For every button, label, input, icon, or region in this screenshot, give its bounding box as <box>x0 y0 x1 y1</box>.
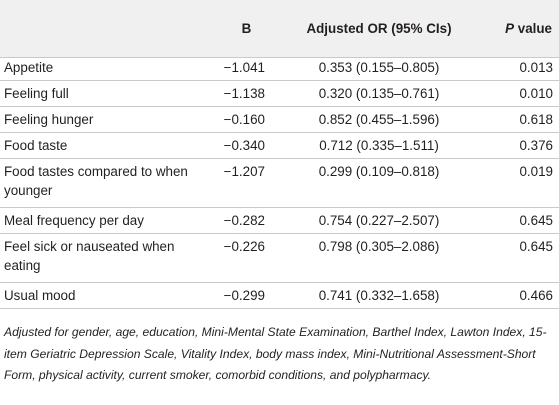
row-or: 0.798 (0.305–2.086) <box>283 233 475 283</box>
row-or: 0.320 (0.135–0.761) <box>283 80 475 107</box>
header-variable <box>0 0 200 58</box>
header-b: B <box>200 0 283 58</box>
header-p-value: P value <box>475 0 559 58</box>
row-b: −0.299 <box>200 282 283 309</box>
table-body: Appetite −1.041 0.353 (0.155–0.805) 0.01… <box>0 57 559 309</box>
table-row: Meal frequency per day −0.282 0.754 (0.2… <box>0 207 559 234</box>
row-p: 0.645 <box>475 207 559 234</box>
row-b: −0.160 <box>200 106 283 133</box>
header-p-rest: value <box>514 21 552 36</box>
row-or: 0.741 (0.332–1.658) <box>283 282 475 309</box>
row-p: 0.466 <box>475 282 559 309</box>
row-b: −1.041 <box>200 57 283 81</box>
row-p: 0.645 <box>475 233 559 283</box>
row-or: 0.353 (0.155–0.805) <box>283 57 475 81</box>
row-or: 0.852 (0.455–1.596) <box>283 106 475 133</box>
table-row: Appetite −1.041 0.353 (0.155–0.805) 0.01… <box>0 57 559 81</box>
row-or: 0.712 (0.335–1.511) <box>283 132 475 159</box>
row-b: −0.340 <box>200 132 283 159</box>
row-b: −0.282 <box>200 207 283 234</box>
row-p: 0.376 <box>475 132 559 159</box>
row-variable: Feeling hunger <box>0 106 200 133</box>
table-row: Usual mood −0.299 0.741 (0.332–1.658) 0.… <box>0 282 559 309</box>
row-variable: Feeling full <box>0 80 200 107</box>
row-b: −0.226 <box>200 233 283 283</box>
table-row: Food tastes compared to when younger −1.… <box>0 158 559 208</box>
table-row: Feeling full −1.138 0.320 (0.135–0.761) … <box>0 80 559 107</box>
table-row: Feel sick or nauseated when eating −0.22… <box>0 233 559 283</box>
row-or: 0.299 (0.109–0.818) <box>283 158 475 208</box>
regression-table: B Adjusted OR (95% CIs) P value Appetite… <box>0 0 559 309</box>
row-variable: Appetite <box>0 57 200 81</box>
row-p: 0.010 <box>475 80 559 107</box>
row-b: −1.138 <box>200 80 283 107</box>
row-variable: Food tastes compared to when younger <box>0 158 200 208</box>
header-adjusted-or: Adjusted OR (95% CIs) <box>283 0 475 58</box>
table-header: B Adjusted OR (95% CIs) P value <box>0 0 559 58</box>
table-row: Feeling hunger −0.160 0.852 (0.455–1.596… <box>0 106 559 133</box>
row-p: 0.013 <box>475 57 559 81</box>
row-or: 0.754 (0.227–2.507) <box>283 207 475 234</box>
table-footnote: Adjusted for gender, age, education, Min… <box>4 325 547 382</box>
row-variable: Food taste <box>0 132 200 159</box>
header-p-italic: P <box>505 21 515 36</box>
header-row: B Adjusted OR (95% CIs) P value <box>0 0 559 58</box>
row-variable: Usual mood <box>0 282 200 309</box>
row-p: 0.618 <box>475 106 559 133</box>
row-variable: Meal frequency per day <box>0 207 200 234</box>
row-p: 0.019 <box>475 158 559 208</box>
table-row: Food taste −0.340 0.712 (0.335–1.511) 0.… <box>0 132 559 159</box>
row-variable: Feel sick or nauseated when eating <box>0 233 200 283</box>
row-b: −1.207 <box>200 158 283 208</box>
